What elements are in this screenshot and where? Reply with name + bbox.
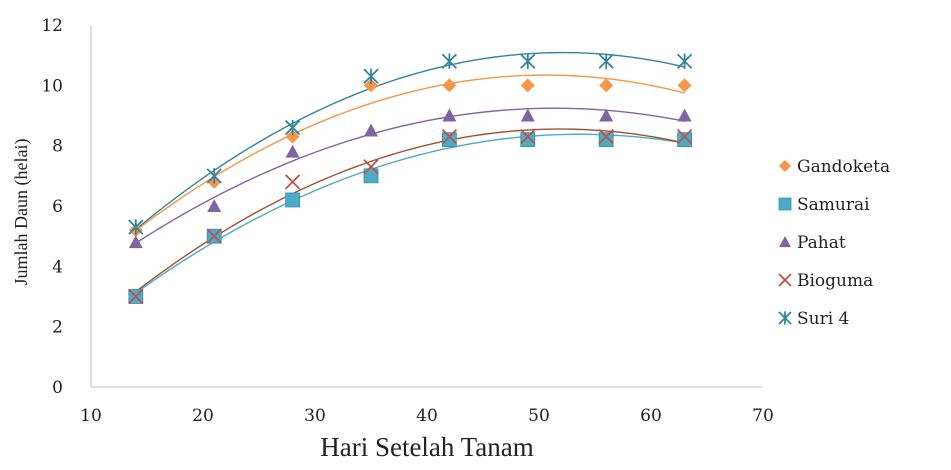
point-gandoketa [599,78,614,93]
legend-marker-bioguma [778,273,792,287]
legend-marker-pahat [779,236,791,248]
point-samurai [598,132,614,148]
y-tick-label: 4 [52,257,63,277]
point-suri-4 [206,168,222,184]
series-pahat [128,108,692,249]
x-tick-label: 70 [752,406,774,426]
point-pahat [285,144,300,158]
point-pahat [364,123,378,137]
legend-label-samurai: Samurai [797,195,870,215]
legend: Gandoketa Samurai Pahat Bioguma Suri 4 [778,157,890,329]
point-pahat [599,108,614,122]
y-tick-label: 0 [52,378,63,398]
legend-marker-suri-4 [778,311,792,325]
legend-label-suri-4: Suri 4 [797,309,849,329]
point-bioguma [363,159,379,175]
x-tick-label: 30 [304,406,326,426]
point-gandoketa [442,78,457,93]
legend-label-gandoketa: Gandoketa [797,157,890,177]
x-tick-label: 10 [80,406,102,426]
legend-marker-samurai [778,197,792,211]
point-samurai [441,132,457,148]
y-axis-title: Jumlah Daun (helai) [11,139,32,286]
series-bioguma [128,128,693,305]
trendline-samurai [135,133,685,294]
point-bioguma [206,228,222,244]
point-pahat [677,108,692,122]
x-tick-labels: 10 20 30 40 50 60 70 [80,406,774,426]
point-suri-4 [284,119,301,136]
data-points [128,53,693,305]
point-suri-4 [676,53,693,69]
trendline-gandoketa [135,74,685,232]
point-gandoketa [520,78,535,93]
point-bioguma [128,288,144,305]
legend-label-pahat: Pahat [797,233,846,253]
trendline-suri-4 [135,51,685,230]
point-pahat [520,108,535,122]
series-gandoketa [128,78,692,238]
point-gandoketa [364,78,378,93]
y-tick-labels: 0 2 4 6 8 10 12 [41,16,63,398]
x-tick-label: 20 [192,406,214,426]
point-suri-4 [520,53,536,69]
point-samurai [363,168,379,184]
point-gandoketa [677,78,692,93]
x-tick-label: 40 [416,406,438,426]
y-tick-label: 2 [52,318,63,338]
point-samurai [520,132,536,148]
point-gandoketa [285,129,300,144]
y-tick-label: 12 [41,16,63,36]
x-tick-label: 50 [528,406,550,426]
point-samurai [677,132,692,148]
y-tick-label: 6 [52,197,63,217]
trendline-pahat [135,107,685,244]
point-samurai [285,192,301,208]
point-bioguma [598,128,614,145]
point-pahat [442,108,457,122]
axes [90,25,763,388]
y-tick-label: 8 [52,137,63,157]
point-pahat [207,199,222,212]
trendlines [135,51,685,294]
point-bioguma [441,128,458,145]
point-suri-4 [441,53,458,69]
point-bioguma [676,128,693,145]
series-samurai [128,132,692,304]
x-tick-label: 60 [640,406,662,426]
point-pahat [128,235,143,249]
point-suri-4 [128,219,144,235]
y-tick-label: 10 [41,76,63,96]
point-suri-4 [598,53,614,69]
legend-marker-gandoketa [779,160,791,172]
point-suri-4 [363,68,379,84]
point-bioguma [284,174,301,190]
legend-label-bioguma: Bioguma [797,271,873,291]
series-suri-4 [128,53,693,235]
point-bioguma [520,128,536,145]
trendline-bioguma [135,128,685,293]
x-axis-title: Hari Setelah Tanam [320,432,534,462]
